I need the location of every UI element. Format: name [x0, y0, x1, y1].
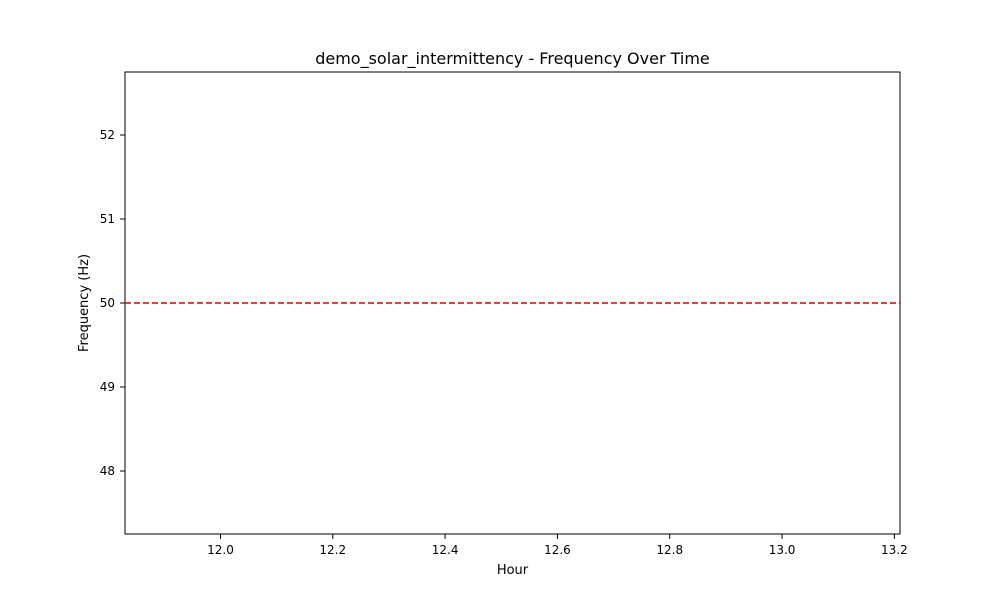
y-tick-label: 48 — [100, 464, 115, 478]
x-tick-label: 12.4 — [432, 543, 459, 557]
x-tick-label: 13.2 — [881, 543, 908, 557]
x-tick-label: 13.0 — [769, 543, 796, 557]
x-tick-label: 12.0 — [207, 543, 234, 557]
x-axis-label: Hour — [497, 563, 529, 578]
y-tick-label: 51 — [100, 212, 115, 226]
y-tick-label: 52 — [100, 128, 115, 142]
x-tick-label: 12.2 — [319, 543, 346, 557]
x-axis-ticks: 12.0 12.2 12.4 12.6 12.8 13.0 13.2 — [207, 534, 908, 557]
y-tick-label: 49 — [100, 380, 115, 394]
y-axis-ticks: 48 49 50 51 52 — [100, 128, 125, 478]
y-axis-label: Frequency (Hz) — [77, 254, 92, 352]
y-tick-label: 50 — [100, 296, 115, 310]
x-tick-label: 12.8 — [656, 543, 683, 557]
chart-title: demo_solar_intermittency - Frequency Ove… — [315, 49, 710, 69]
x-tick-label: 12.6 — [544, 543, 571, 557]
